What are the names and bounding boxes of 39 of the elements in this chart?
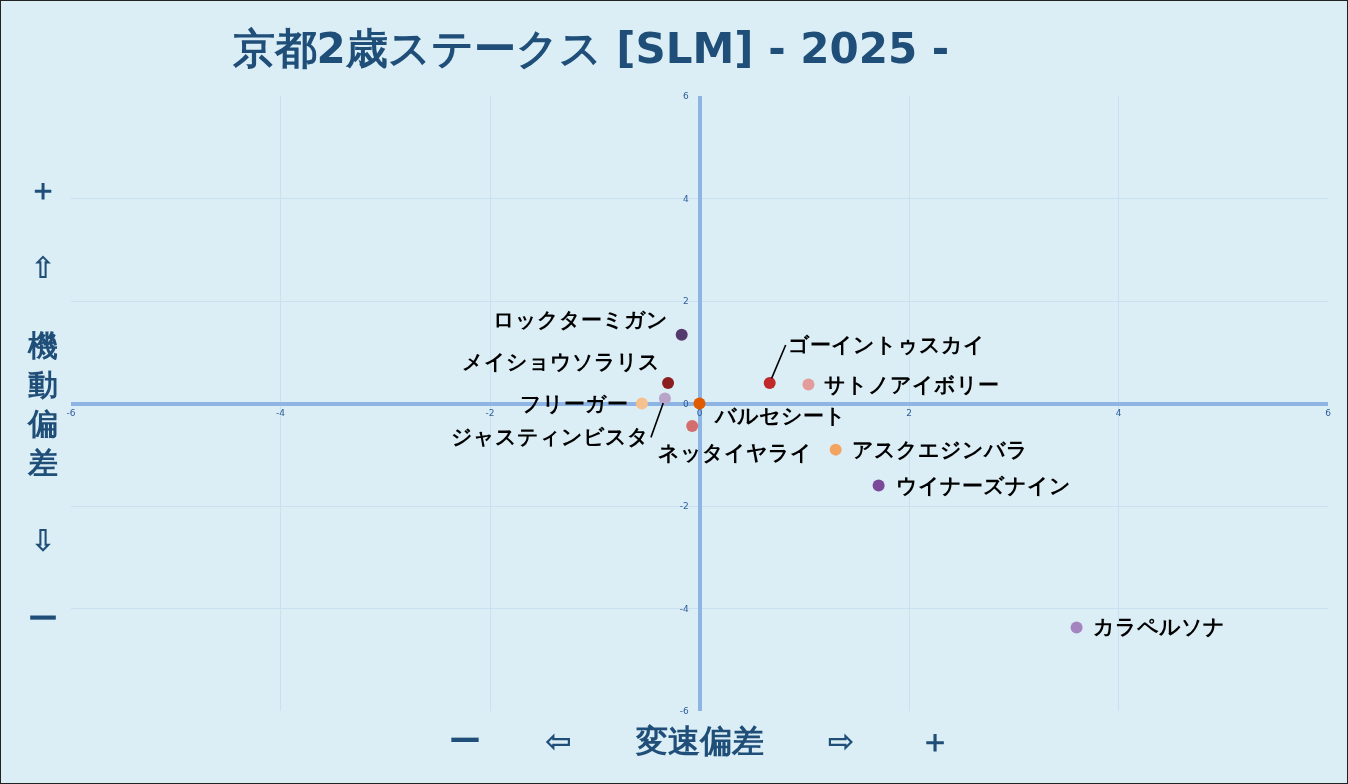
series-label: ゴーイントゥスカイ xyxy=(788,333,985,357)
x-tick-label: 6 xyxy=(1325,408,1332,419)
x-axis-title: ー ⇦ 変速偏差 ⇨ ＋ xyxy=(449,722,951,760)
point xyxy=(686,420,699,433)
point xyxy=(763,377,776,389)
point xyxy=(635,397,648,410)
point xyxy=(829,443,842,456)
y-tick-label: -4 xyxy=(679,603,689,614)
x-tick-label: 0 xyxy=(696,408,703,419)
text: ＋ ⇧ 機動偏差 ⇩ ー xyxy=(28,172,58,636)
point xyxy=(658,392,671,405)
point xyxy=(1070,621,1083,634)
series-label: ウイナーズナイン xyxy=(896,474,1071,498)
y-tick-label: -6 xyxy=(679,706,689,717)
series-label: アスクエジンバラ xyxy=(852,438,1028,462)
x-tick-label: -6 xyxy=(66,408,76,419)
y-tick-label: 2 xyxy=(682,296,689,307)
point xyxy=(662,377,675,389)
y-tick-label: -2 xyxy=(679,501,689,512)
series-label: フリーガー xyxy=(520,392,628,416)
point xyxy=(872,479,885,492)
series-label: バルセシート xyxy=(714,404,846,428)
series-label: ネッタイヤライ xyxy=(658,441,812,465)
series-label: ジャスティンビスタ xyxy=(451,425,649,449)
y-tick-label: 4 xyxy=(682,193,689,204)
point xyxy=(802,378,815,391)
x-tick-label: 4 xyxy=(1115,408,1122,419)
series-label: ロックターミガン xyxy=(493,308,668,332)
x-tick-label: -2 xyxy=(485,408,495,419)
series-label: カラペルソナ xyxy=(1093,615,1225,639)
y-tick-label: 6 xyxy=(682,91,689,102)
x-tick-label: 2 xyxy=(906,408,912,419)
point xyxy=(675,328,688,341)
series-label: メイショウソラリス xyxy=(462,350,660,374)
series-label: サトノアイボリー xyxy=(824,373,999,397)
chart-title: 京都2歳ステークス [SLM] - 2025 - xyxy=(231,23,950,73)
y-tick-label: 0 xyxy=(682,398,689,409)
x-tick-label: -4 xyxy=(276,408,286,419)
point xyxy=(693,397,706,410)
